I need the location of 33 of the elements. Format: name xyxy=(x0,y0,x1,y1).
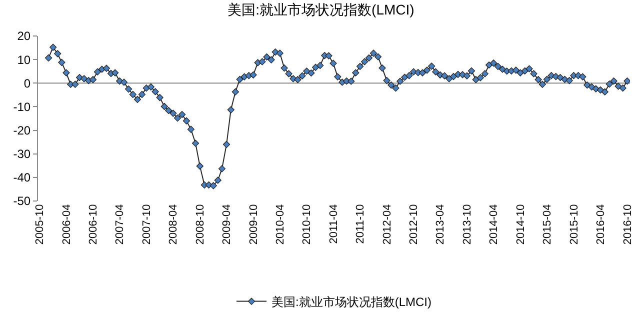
y-tick-label: 0 xyxy=(24,76,31,90)
y-tick-label: -10 xyxy=(13,100,31,114)
x-tick-label: 2012-04 xyxy=(381,204,394,245)
x-tick-label: 2016-04 xyxy=(595,204,608,245)
x-tick-label: 2008-10 xyxy=(194,204,206,245)
x-tick-label: 2006-10 xyxy=(88,204,100,245)
y-tick-label: -20 xyxy=(13,123,31,138)
x-tick-label: 2009-04 xyxy=(221,204,234,245)
y-tick-label: 20 xyxy=(17,29,31,44)
y-tick-label: 10 xyxy=(17,52,31,67)
y-tick-label: -50 xyxy=(13,194,31,208)
legend-label: 美国:就业市场状况指数(LMCI) xyxy=(272,294,432,309)
x-tick-label: 2014-10 xyxy=(514,204,527,245)
x-tick-label: 2015-10 xyxy=(568,204,580,245)
x-tick-label: 2005-10 xyxy=(34,204,46,245)
x-tick-label: 2010-10 xyxy=(301,204,314,245)
x-tick-label: 2007-04 xyxy=(114,204,126,245)
x-tick-label: 2014-04 xyxy=(488,204,500,245)
x-tick-label: 2006-04 xyxy=(60,204,73,245)
x-tick-label: 2013-04 xyxy=(434,204,447,245)
x-tick-label: 2009-10 xyxy=(248,204,260,245)
y-tick-label: -30 xyxy=(13,147,31,162)
x-tick-label: 2015-04 xyxy=(542,204,554,245)
x-tick-label: 2007-10 xyxy=(140,204,153,245)
x-tick-label: 2008-04 xyxy=(168,204,180,245)
x-tick-label: 2012-10 xyxy=(408,204,420,245)
x-tick-label: 2011-10 xyxy=(354,204,367,244)
x-tick-label: 2010-04 xyxy=(274,204,286,245)
x-tick-label: 2016-10 xyxy=(622,204,634,245)
chart-title: 美国:就业市场状况指数(LMCI) xyxy=(228,2,414,18)
x-tick-label: 2013-10 xyxy=(462,204,474,245)
y-tick-label: -40 xyxy=(13,170,31,185)
x-tick-label: 2011-04 xyxy=(328,204,340,244)
